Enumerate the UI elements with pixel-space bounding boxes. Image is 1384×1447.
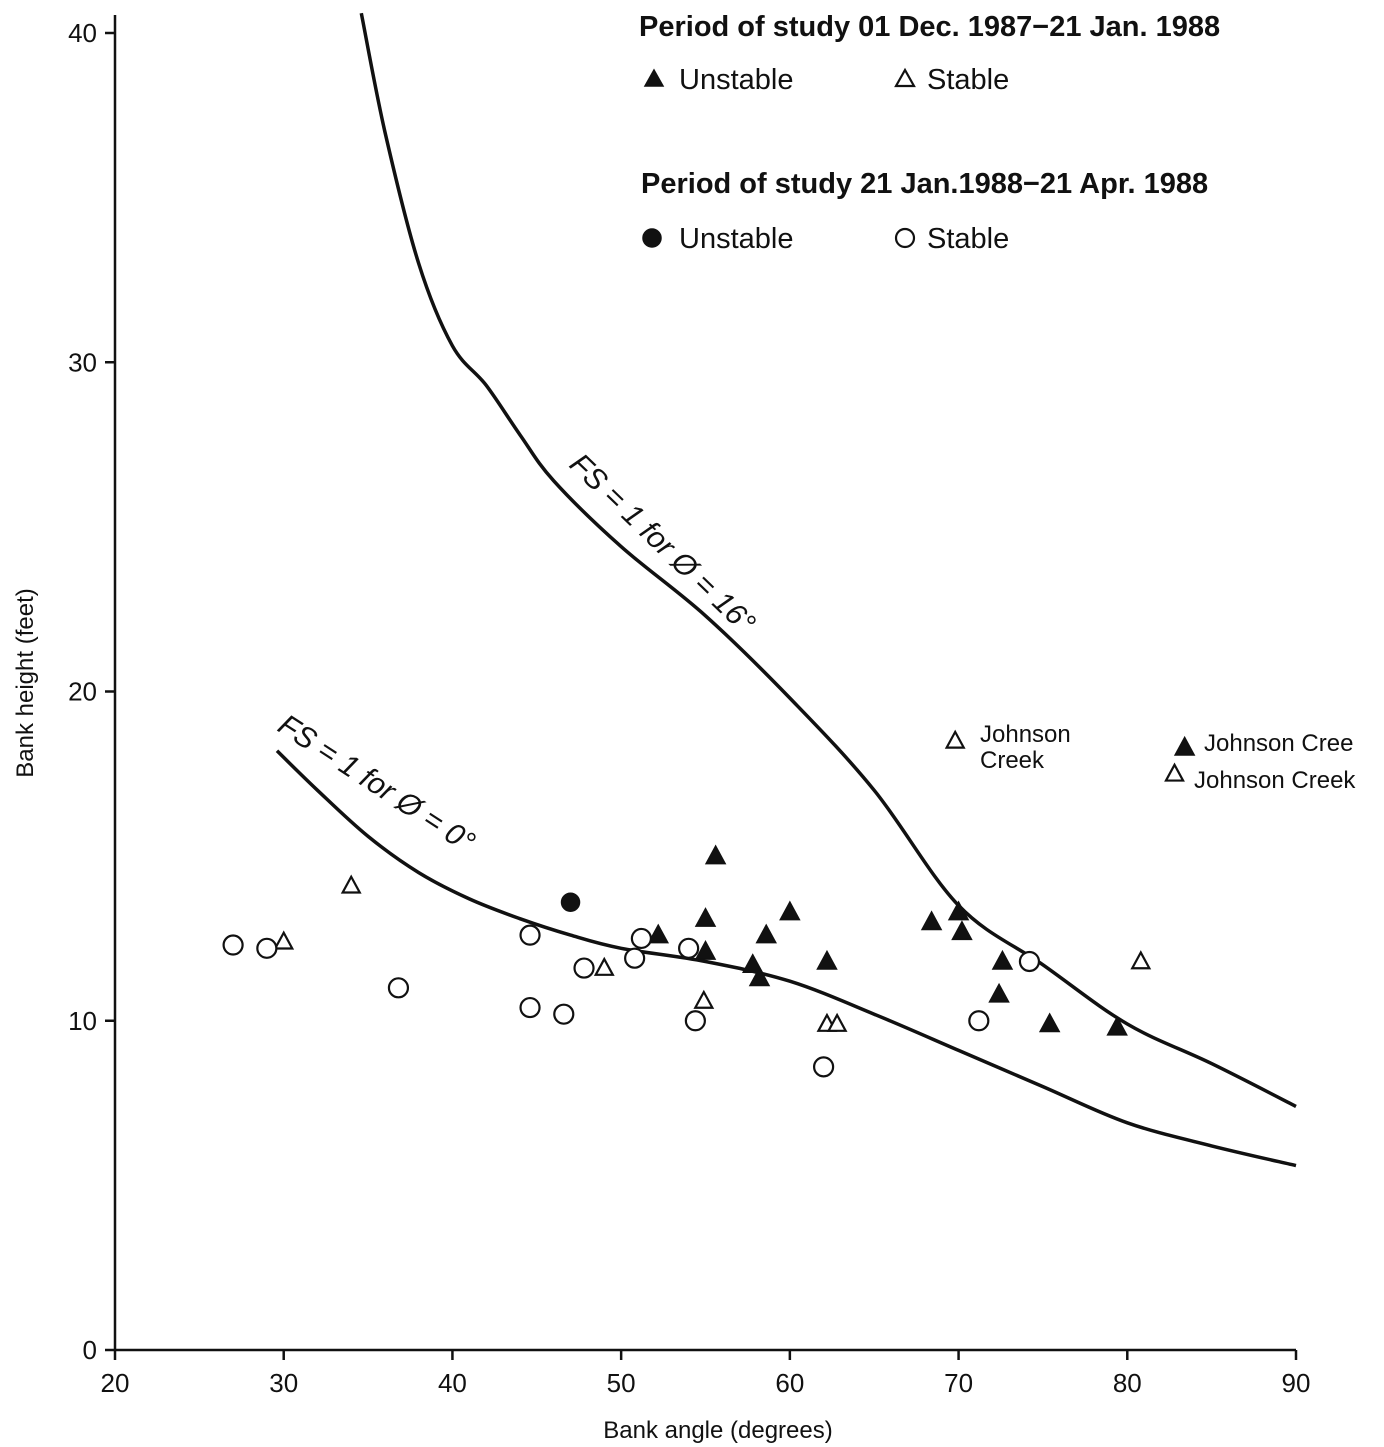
filled-triangle-point [951, 920, 973, 941]
filled-triangle-point [988, 982, 1010, 1003]
filled-triangle-point [694, 940, 717, 960]
open-triangle-point [944, 729, 966, 749]
open-circle-point [222, 934, 244, 956]
curve-fs-phi-16 [359, 12, 1297, 1108]
annotation-johnson-creek-2: Johnson Cree [1204, 730, 1353, 757]
open-triangle-point [1164, 762, 1185, 782]
curve-fs-phi-0 [275, 749, 1297, 1168]
x-tick-label: 90 [1282, 1368, 1311, 1398]
legend-label-stable-2: Stable [927, 223, 1009, 255]
y-tick-label: 40 [68, 18, 97, 48]
annotation-johnson-creek-1-line-1: Johnson [980, 721, 1071, 748]
x-tick-label: 50 [607, 1368, 636, 1398]
x-tick-label: 60 [775, 1368, 804, 1398]
legend-marker-open-triangle [894, 67, 916, 88]
curves [275, 12, 1297, 1168]
open-circle-point [678, 937, 700, 959]
annotation-johnson-creek-1-line-2: Creek [980, 747, 1045, 774]
annotation-johnson-creek-1: Johnson Creek [980, 721, 1077, 774]
filled-triangle-point [920, 910, 943, 931]
open-triangle-point [826, 1012, 848, 1032]
open-triangle-point [340, 874, 362, 894]
y-tick-label: 0 [83, 1335, 97, 1365]
legend-title-period-2: Period of study 21 Jan.1988−21 Apr. 1988 [641, 168, 1208, 200]
data-points [222, 729, 1196, 1078]
filled-circle-point [560, 892, 581, 912]
filled-triangle-point [741, 953, 764, 974]
legend-label-stable-1: Stable [927, 64, 1009, 96]
open-circle-point [387, 977, 410, 999]
annotations: Johnson Creek Johnson Cree Johnson Creek [980, 721, 1356, 794]
open-triangle-point [1130, 950, 1152, 970]
open-circle-point [519, 996, 541, 1019]
open-triangle-point [593, 956, 615, 976]
filled-triangle-point [816, 949, 838, 970]
x-tick-label: 70 [944, 1368, 973, 1398]
filled-triangle-point [1173, 735, 1196, 756]
open-circle-point [812, 1056, 835, 1078]
open-triangle-point [693, 989, 715, 1009]
open-circle-point [553, 1003, 575, 1025]
y-tick-label: 20 [68, 677, 97, 707]
y-tick-label: 30 [68, 347, 97, 377]
legend: Period of study 01 Dec. 1987−21 Jan. 198… [639, 11, 1220, 255]
axes [113, 15, 1296, 1352]
open-circle-point [573, 957, 595, 979]
filled-triangle-point [755, 923, 777, 944]
legend-label-unstable-1: Unstable [679, 64, 793, 96]
filled-triangle-point [991, 949, 1014, 970]
curve-label-phi-16: FS = 1 for Ø = 16° [563, 447, 761, 640]
annotation-johnson-creek-3: Johnson Creek [1194, 767, 1356, 794]
legend-title-period-1: Period of study 01 Dec. 1987−21 Jan. 198… [639, 11, 1220, 43]
open-circle-point [684, 1010, 706, 1032]
filled-triangle-point [748, 966, 771, 987]
filled-triangle-point [694, 907, 717, 927]
legend-marker-open-circle [894, 227, 916, 249]
x-tick-label: 40 [438, 1368, 467, 1398]
legend-marker-filled-circle [642, 228, 662, 248]
filled-triangle-point [1106, 1015, 1128, 1036]
y-axis-title: Bank height (feet) [12, 588, 39, 777]
open-circle-point [256, 937, 278, 959]
curve-label-phi-0: FS = 1 for Ø = 0° [272, 708, 480, 859]
open-circle-point [624, 947, 646, 969]
filled-triangle-point [704, 844, 727, 865]
open-circle-point [1018, 950, 1041, 973]
x-ticks: 20 30 40 50 60 70 80 90 [101, 1350, 1311, 1398]
y-tick-label: 10 [68, 1006, 97, 1036]
x-tick-label: 30 [269, 1368, 298, 1398]
y-ticks: 0 10 20 30 40 [68, 18, 115, 1365]
open-circle-point [630, 927, 652, 950]
x-tick-label: 80 [1113, 1368, 1142, 1398]
filled-triangle-point [947, 900, 970, 921]
filled-triangle-point [1038, 1012, 1061, 1033]
x-tick-label: 20 [101, 1368, 130, 1398]
legend-label-unstable-2: Unstable [679, 223, 793, 255]
open-triangle-point [273, 930, 295, 950]
filled-triangle-point [779, 900, 801, 921]
legend-marker-filled-triangle [643, 68, 665, 87]
open-circle-point [519, 924, 541, 946]
open-circle-point [968, 1010, 990, 1032]
x-axis-title: Bank angle (degrees) [603, 1417, 832, 1444]
filled-triangle-point [647, 923, 670, 944]
